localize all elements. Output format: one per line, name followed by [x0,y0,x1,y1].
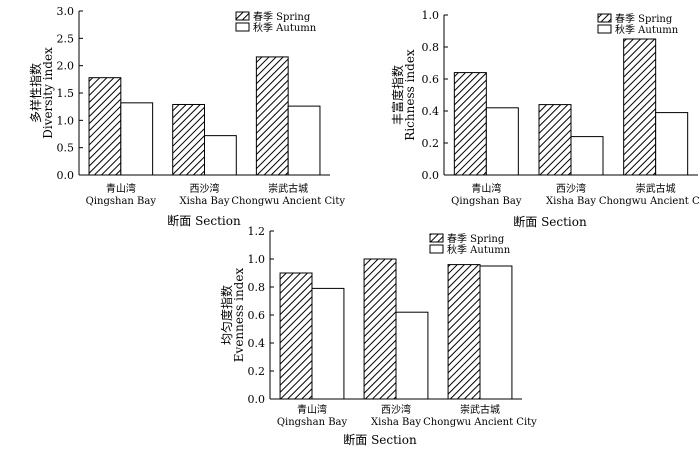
legend-swatch-autumn [235,22,250,32]
legend-swatch-autumn [597,24,612,34]
bar-autumn [485,107,519,176]
category-label-zh: 西沙湾 [190,182,220,195]
legend-label-autumn: 秋季 Autumn [615,23,679,36]
y-axis-title-zh: 均匀度指数 [219,285,234,345]
category-label-zh: 崇武古城 [636,182,676,195]
y-tick-label: 0.4 [248,337,266,350]
category-label-en: Qingshan Bay [277,417,348,428]
bar-spring [538,104,572,176]
legend-swatch-spring [429,233,444,243]
category-label-zh: 西沙湾 [556,182,586,195]
legend-label-spring: 春季 Spring [447,233,505,245]
bar-spring [172,103,205,176]
category-label-en: Chongwu Ancient City [599,196,700,207]
y-tick-label: 1.0 [248,253,266,266]
y-tick-label: 0.8 [248,281,266,294]
y-axis-title-en: Evenness index [232,268,246,363]
x-axis-title: 断面 Section [343,432,417,447]
x-axis-title: 断面 Section [167,213,241,228]
y-tick-label: 0.2 [248,365,266,378]
legend-label-spring: 春季 Spring [615,13,673,25]
bar-spring [255,56,289,176]
y-tick-label: 1.2 [248,225,266,238]
bar-autumn [311,287,345,400]
category-label-en: Xisha Bay [180,196,230,207]
legend-swatch-spring [235,11,250,21]
bar-spring [279,272,313,400]
category-label-zh: 崇武古城 [460,403,500,416]
bar-autumn [287,105,321,176]
y-tick-label: 2.0 [57,60,75,73]
y-tick-label: 1.5 [57,87,75,100]
y-tick-label: 0.6 [248,309,266,322]
y-axis-title-en: Richness index [403,49,417,141]
legend-label-autumn: 秋季 Autumn [253,21,317,34]
category-label-zh: 青山湾 [106,182,136,195]
y-tick-label: 0.5 [57,142,75,155]
y-tick-label: 0.4 [422,105,440,118]
legend-swatch-spring [597,13,612,23]
category-label-en: Chongwu Ancient City [231,196,345,207]
bar-autumn [655,112,689,176]
y-tick-label: 2.5 [57,32,75,45]
bar-spring [363,258,397,400]
y-tick-label: 0.0 [422,169,440,182]
bar-autumn [204,135,237,176]
y-tick-label: 0.8 [422,41,440,54]
bar-spring [453,72,487,176]
category-label-zh: 崇武古城 [268,182,308,195]
y-tick-label: 1.0 [57,114,75,127]
category-label-zh: 青山湾 [471,182,501,195]
legend-label-autumn: 秋季 Autumn [447,243,511,256]
category-label-en: Qingshan Bay [451,196,522,207]
bar-spring [623,38,657,176]
y-tick-label: 1.0 [422,9,440,22]
category-label-zh: 西沙湾 [381,403,411,416]
y-tick-label: 0.0 [248,393,266,406]
category-label-en: Qingshan Bay [86,196,157,207]
y-axis-title-en: Diversity index [41,47,55,139]
y-axis-title-zh: 多样性指数 [28,63,43,123]
bar-spring [447,264,481,400]
category-label-en: Xisha Bay [371,417,421,428]
bar-autumn [570,136,604,176]
bar-autumn [395,311,429,400]
y-axis-title-zh: 丰富度指数 [390,65,405,125]
legend-label-spring: 春季 Spring [253,11,311,23]
y-tick-label: 0.0 [57,169,75,182]
category-label-en: Xisha Bay [546,196,596,207]
bar-autumn [479,265,513,400]
legend-swatch-autumn [429,244,444,254]
category-label-zh: 青山湾 [297,403,327,416]
bar-spring [88,77,122,176]
y-tick-label: 0.6 [422,73,440,86]
x-axis-title: 断面 Section [513,214,587,229]
bar-autumn [120,102,154,176]
y-tick-label: 0.2 [422,137,440,150]
y-tick-label: 3.0 [57,5,75,18]
category-label-en: Chongwu Ancient City [423,417,537,428]
